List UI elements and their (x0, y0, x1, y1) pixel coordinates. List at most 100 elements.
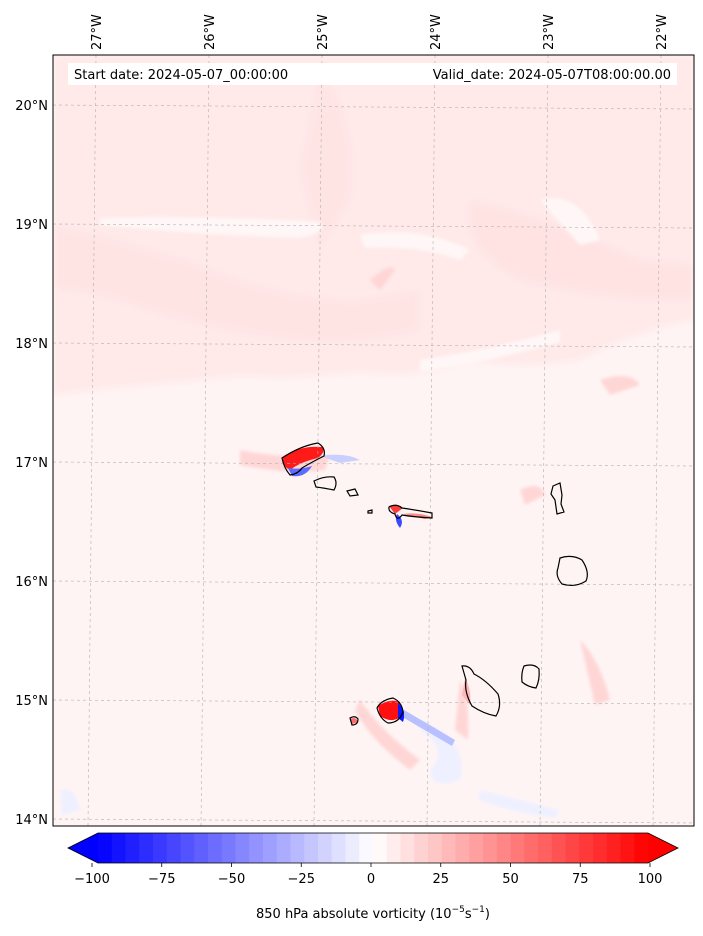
longitude-tick-label: 23°W (542, 14, 557, 50)
colorbar-band (276, 833, 291, 863)
longitude-tick-label: 25°W (316, 14, 331, 50)
gridline-lat (53, 342, 694, 348)
latitude-tick-label: 17°N (15, 456, 48, 471)
island-branco (367, 509, 373, 514)
colorbar-band (400, 833, 415, 863)
colorbar-extend-max (648, 833, 678, 863)
island-sal (550, 482, 565, 515)
gridline-lat (53, 580, 694, 586)
island-boa-vista (556, 555, 588, 587)
longitude-tick-label: 26°W (203, 14, 218, 50)
gridline-lon (200, 55, 210, 826)
colorbar-band (441, 833, 456, 863)
colorbar-band (634, 833, 649, 863)
latitude-labels: 20°N 19°N 18°N 17°N 16°N 15°N 14°N (15, 99, 48, 828)
island-santo-antao (281, 442, 325, 476)
colorbar-bands (98, 833, 649, 863)
colorbar-tick-label: 50 (502, 872, 519, 887)
colorbar-band (620, 833, 635, 863)
island-sao-vicente (313, 476, 337, 491)
latitude-tick-label: 15°N (15, 694, 48, 709)
colorbar-band (111, 833, 126, 863)
colorbar-band (153, 833, 168, 863)
colorbar-band (194, 833, 209, 863)
vorticity-field-pink-patches (240, 267, 640, 770)
colorbar-band (373, 833, 388, 863)
colorbar-band (551, 833, 566, 863)
longitude-tick-label: 27°W (90, 14, 105, 50)
colorbar-band (180, 833, 195, 863)
colorbar-band (208, 833, 223, 863)
gridline-lat (53, 461, 694, 467)
latitude-tick-label: 14°N (15, 813, 48, 828)
colorbar-band (331, 833, 346, 863)
colorbar-label: 850 hPa absolute vorticity (10−5s−1) (256, 905, 490, 922)
colorbar-band (455, 833, 470, 863)
longitude-tick-label: 22°W (655, 14, 670, 50)
colorbar-band (428, 833, 443, 863)
colorbar-band (496, 833, 511, 863)
colorbar-band (263, 833, 278, 863)
valid-date-label: Valid_date: 2024-05-07T08:00:00.00 (433, 68, 671, 83)
colorbar-label-main: 850 hPa absolute vorticity (10 (256, 907, 452, 922)
coastlines (281, 442, 588, 726)
gridline-lon (313, 55, 323, 826)
vorticity-field-weak-positive (53, 55, 694, 395)
colorbar-band (538, 833, 553, 863)
colorbar-band (125, 833, 140, 863)
colorbar-band (345, 833, 360, 863)
start-date-label: Start date: 2024-05-07_00:00:00 (74, 68, 288, 83)
colorbar-band (510, 833, 525, 863)
colorbar-label-mid: s (465, 907, 472, 922)
colorbar-band (235, 833, 250, 863)
latitude-tick-label: 19°N (15, 218, 48, 233)
colorbar-tick-label: 25 (432, 872, 449, 887)
colorbar-band (98, 833, 113, 863)
colorbar-tick-label: −50 (218, 872, 245, 887)
vorticity-field-streaks (100, 198, 600, 372)
gridline-lon (539, 55, 549, 826)
gridline-lat (53, 699, 694, 705)
colorbar-band (414, 833, 429, 863)
gridline-lon (426, 55, 436, 826)
island-santiago (461, 665, 501, 717)
colorbar-tick-label: 100 (638, 872, 663, 887)
gridline-lat (53, 104, 694, 110)
gridline-lat (53, 223, 694, 229)
colorbar-band (386, 833, 401, 863)
vorticity-field-weak-negative (60, 720, 560, 818)
colorbar-tick-label: 0 (367, 872, 375, 887)
map-area (53, 55, 694, 826)
info-box (68, 63, 677, 85)
colorbar-label-exp1: −5 (452, 905, 465, 915)
colorbar-ticks: −100 −75 −50 −25 0 25 50 75 100 (74, 863, 662, 887)
colorbar-extend-min (68, 833, 98, 863)
colorbar-band (221, 833, 236, 863)
colorbar-band (469, 833, 484, 863)
gridline-lon (652, 55, 662, 826)
island-santa-luzia (346, 488, 359, 497)
colorbar-band (139, 833, 154, 863)
longitude-labels: 27°W 26°W 25°W 24°W 23°W 22°W (90, 14, 670, 50)
colorbar-band (524, 833, 539, 863)
island-sao-nicolau (388, 504, 433, 519)
colorbar-outline (67, 832, 679, 864)
colorbar-band (579, 833, 594, 863)
colorbar-tick-label: −25 (288, 872, 315, 887)
latitude-tick-label: 20°N (15, 99, 48, 114)
gridline-lon (87, 55, 97, 826)
colorbar-band (290, 833, 305, 863)
colorbar-tick-label: −100 (74, 872, 110, 887)
colorbar-label-end: ) (485, 907, 490, 922)
island-maio (521, 664, 540, 689)
latitude-tick-label: 16°N (15, 575, 48, 590)
colorbar-band (318, 833, 333, 863)
colorbar-band (166, 833, 181, 863)
colorbar: −100 −75 −50 −25 0 25 50 75 100 850 hPa absolute… (67, 832, 679, 922)
gridline-lat (53, 818, 694, 824)
island-fogo (376, 697, 404, 724)
colorbar-label-exp2: −1 (472, 905, 485, 915)
latitude-tick-label: 18°N (15, 337, 48, 352)
map-frame (52, 54, 695, 827)
